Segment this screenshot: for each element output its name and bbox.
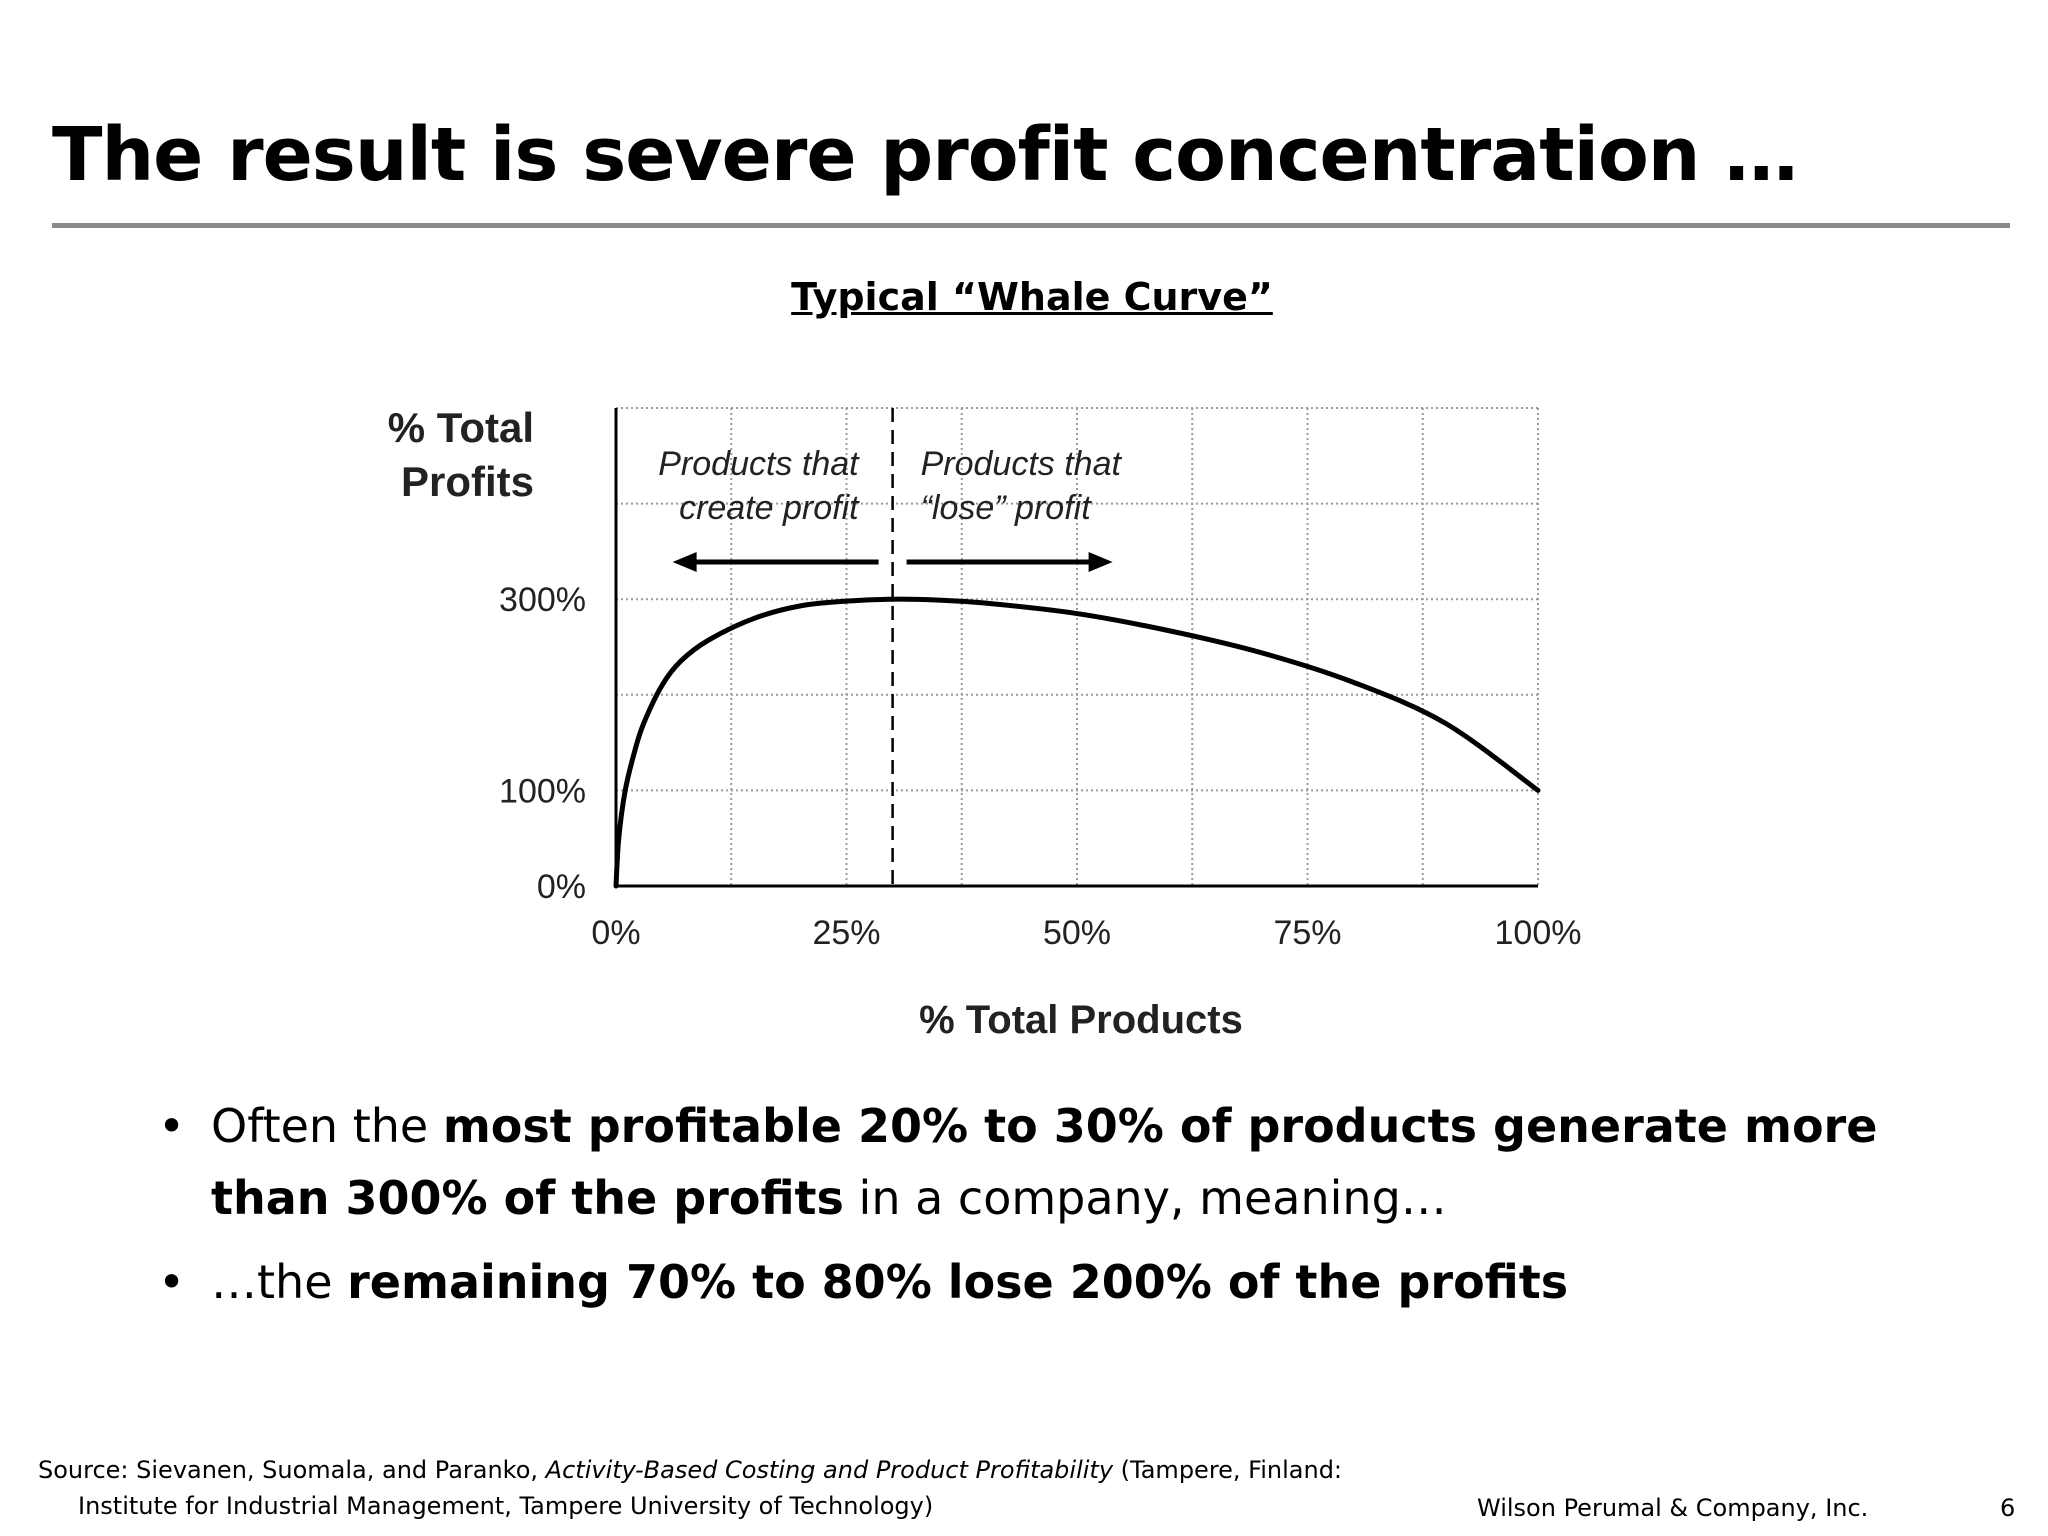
y-axis-label: % Total bbox=[388, 404, 534, 451]
annotation-text: “lose” profit bbox=[921, 489, 1093, 527]
page-number: 6 bbox=[2000, 1494, 2016, 1522]
bullet-text-normal: Often the bbox=[211, 1099, 443, 1153]
footer-company: Wilson Perumal & Company, Inc. bbox=[1477, 1494, 1869, 1522]
title-divider bbox=[52, 223, 2010, 228]
bullet-text-normal: …the bbox=[211, 1255, 348, 1309]
x-tick-label: 25% bbox=[812, 914, 880, 952]
bullet-list: Often the most profitable 20% to 30% of … bbox=[158, 1090, 1958, 1330]
arrow-right-head bbox=[1088, 552, 1113, 572]
bullet-text-normal: in a company, meaning… bbox=[843, 1171, 1447, 1225]
source-prefix: Source: Sievanen, Suomala, and Paranko, bbox=[38, 1456, 546, 1484]
y-axis-label: Profits bbox=[401, 458, 534, 505]
bullet-text-bold: most profitable 20% to 30% of products g… bbox=[211, 1099, 1878, 1225]
x-tick-label: 0% bbox=[591, 914, 640, 952]
x-axis-label: % Total Products bbox=[919, 998, 1243, 1042]
arrow-left-head bbox=[672, 552, 697, 572]
bullet-item: Often the most profitable 20% to 30% of … bbox=[158, 1090, 1958, 1234]
bullet-item: …the remaining 70% to 80% lose 200% of t… bbox=[158, 1246, 1958, 1318]
source-suffix: (Tampere, Finland: bbox=[1113, 1456, 1343, 1484]
annotation-text: Products that bbox=[658, 445, 860, 483]
annotation-text: create profit bbox=[679, 489, 860, 527]
x-tick-label: 75% bbox=[1273, 914, 1341, 952]
x-tick-label: 100% bbox=[1495, 914, 1582, 952]
axes bbox=[614, 408, 1538, 888]
axis-labels: % Total Products % Total Profits bbox=[388, 404, 1243, 1042]
bullet-text: Often the most profitable 20% to 30% of … bbox=[211, 1099, 1877, 1225]
slide-title: The result is severe profit concentratio… bbox=[52, 112, 1798, 198]
source-line-2: Institute for Industrial Management, Tam… bbox=[78, 1492, 934, 1520]
y-tick-label: 0% bbox=[537, 868, 586, 906]
bullet-text-bold: remaining 70% to 80% lose 200% of the pr… bbox=[347, 1255, 1569, 1309]
annotation-text: Products that bbox=[921, 445, 1123, 483]
y-tick-label: 300% bbox=[499, 581, 586, 619]
source-book-title: Activity-Based Costing and Product Profi… bbox=[545, 1456, 1114, 1484]
y-tick-label: 100% bbox=[499, 772, 586, 810]
whale-curve-chart: 0% 25% 50% 75% 100% 0% 100% 300% % Total Produc… bbox=[388, 404, 1582, 1042]
chart-title: Typical “Whale Curve” bbox=[791, 275, 1273, 319]
x-tick-label: 50% bbox=[1043, 914, 1111, 952]
annotations: Products that create profit Products that “… bbox=[658, 445, 1122, 572]
tick-labels: 0% 25% 50% 75% 100% 0% 100% 300% bbox=[499, 581, 1581, 952]
bullet-text: …the remaining 70% to 80% lose 200% of t… bbox=[211, 1255, 1568, 1309]
source-citation: Source: Sievanen, Suomala, and Paranko, … bbox=[38, 1452, 1488, 1524]
series bbox=[613, 596, 1541, 889]
whale-curve-line bbox=[613, 596, 1541, 889]
grid bbox=[616, 407, 1539, 886]
